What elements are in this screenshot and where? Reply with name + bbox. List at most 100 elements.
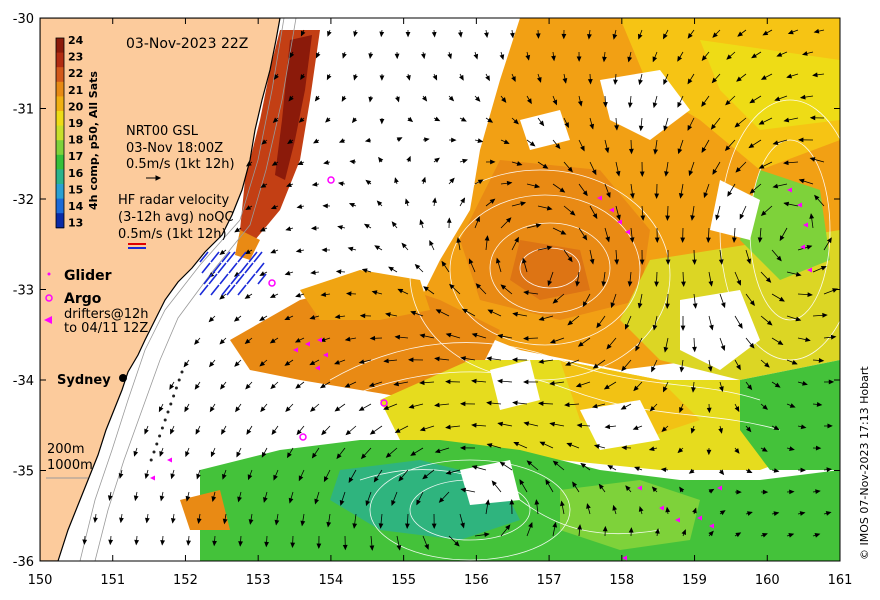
- velocity-arrowhead: [582, 190, 588, 197]
- hf-radar-vector: [226, 251, 236, 263]
- velocity-arrowhead: [503, 139, 510, 144]
- velocity-arrowhead: [259, 361, 266, 367]
- velocity-arrowhead: [321, 247, 327, 253]
- velocity-arrowhead: [395, 96, 400, 103]
- velocity-arrowhead: [523, 336, 529, 341]
- velocity-arrowhead: [326, 521, 332, 528]
- velocity-arrowhead: [352, 523, 358, 529]
- velocity-arrowhead: [735, 167, 741, 173]
- velocity-arrowhead: [549, 421, 556, 427]
- hf-radar-vector: [228, 262, 238, 274]
- velocity-arrowhead: [736, 279, 741, 286]
- velocity-arrowhead: [602, 56, 607, 63]
- velocity-arrowhead: [185, 495, 191, 502]
- velocity-arrowhead: [460, 116, 467, 122]
- colorbar-tick-label: 16: [68, 167, 84, 180]
- x-axis: 150 151 152 153 154 155 156 157 158 159 160 161: [28, 18, 852, 588]
- velocity-arrowhead: [692, 303, 698, 309]
- velocity-arrowhead: [828, 379, 835, 385]
- velocity-arrowhead: [779, 296, 785, 302]
- velocity-arrowhead: [119, 517, 124, 524]
- velocity-arrowhead: [807, 292, 813, 298]
- velocity-arrowhead: [651, 486, 658, 493]
- y-tick-label: -35: [13, 465, 34, 480]
- velocity-arrowhead: [244, 338, 251, 345]
- map-plot-area: [40, 18, 840, 561]
- velocity-arrowhead: [460, 197, 466, 204]
- hf-legend-scale: 0.5m/s (1kt 12h): [118, 227, 227, 242]
- velocity-arrowhead: [298, 117, 305, 123]
- velocity-arrowhead: [270, 383, 276, 390]
- velocity-arrowhead: [311, 452, 317, 459]
- velocity-arrowhead: [629, 237, 635, 243]
- drifter-point: [315, 365, 320, 371]
- velocity-arrowhead: [212, 540, 217, 547]
- velocity-arrowhead: [603, 384, 610, 390]
- velocity-arrowhead: [593, 444, 600, 449]
- ssh-contours: [329, 99, 840, 561]
- velocity-arrowhead: [220, 383, 226, 390]
- velocity-arrowhead: [359, 313, 366, 319]
- velocity-arrowhead: [505, 217, 512, 223]
- velocity-arrowhead: [369, 335, 376, 341]
- velocity-arrowhead: [786, 73, 793, 79]
- velocity-arrowhead: [776, 255, 782, 262]
- hf-radar-vector: [221, 284, 231, 296]
- velocity-arrowhead: [616, 214, 621, 221]
- velocity-arrowhead: [707, 366, 713, 372]
- velocity-arrowhead: [513, 441, 520, 447]
- velocity-arrowhead: [815, 489, 821, 495]
- velocity-arrowhead: [701, 55, 707, 61]
- velocity-arrowhead: [586, 503, 591, 509]
- velocity-arrowhead: [422, 95, 428, 102]
- velocity-arrowhead: [773, 425, 780, 431]
- velocity-arrowhead: [612, 504, 618, 511]
- velocity-arrowhead: [546, 245, 553, 251]
- velocity-arrowhead: [348, 202, 355, 208]
- hf-radar-vector: [255, 262, 265, 274]
- velocity-arrowhead: [662, 33, 668, 40]
- velocity-arrowhead: [731, 237, 737, 243]
- gsl-legend-line2: 03-Nov 18:00Z: [126, 141, 223, 156]
- velocity-arrowhead: [484, 235, 490, 241]
- velocity-arrowhead: [789, 403, 796, 408]
- velocity-arrowhead: [764, 362, 770, 368]
- hf-radar-vector: [230, 273, 240, 285]
- velocity-arrowhead: [396, 544, 402, 551]
- velocity-arrowhead: [592, 213, 598, 220]
- velocity-arrowhead: [591, 169, 597, 176]
- velocity-arrowhead: [789, 446, 795, 451]
- gsl-velocity-arrows: [82, 28, 838, 551]
- velocity-arrowhead: [799, 511, 806, 516]
- velocity-arrowhead: [711, 77, 718, 84]
- velocity-arrowhead: [445, 379, 451, 385]
- velocity-arrowhead: [680, 237, 686, 243]
- velocity-arrowhead: [238, 541, 243, 547]
- sst-colorbar: 24 23 22 21 20 19 18 17 16 15 14 13: [55, 34, 84, 230]
- drifter-legend-icon: [44, 316, 52, 324]
- velocity-arrowhead: [434, 448, 441, 454]
- velocity-arrowhead: [485, 499, 490, 505]
- velocity-arrowhead: [245, 383, 251, 390]
- velocity-arrowhead: [236, 451, 241, 458]
- velocity-arrowhead: [348, 477, 354, 484]
- velocity-arrowhead: [628, 148, 634, 155]
- hf-legend-line1: HF radar velocity: [118, 193, 230, 208]
- velocity-arrowhead: [577, 341, 584, 347]
- velocity-arrowhead: [692, 507, 697, 514]
- velocity-arrowhead: [627, 56, 633, 63]
- x-tick-label: 157: [537, 573, 562, 588]
- velocity-arrowhead: [341, 96, 347, 102]
- velocity-arrowhead: [567, 166, 573, 173]
- velocity-arrowhead: [724, 145, 731, 152]
- velocity-arrowhead: [677, 148, 683, 155]
- velocity-arrowhead: [687, 32, 693, 39]
- velocity-arrowhead: [805, 337, 811, 342]
- velocity-arrowhead: [248, 519, 254, 525]
- velocity-arrowhead: [625, 485, 631, 491]
- velocity-arrowhead: [379, 31, 385, 38]
- velocity-arrowhead: [627, 102, 633, 109]
- velocity-arrowhead: [369, 545, 375, 551]
- velocity-arrowhead: [219, 339, 225, 345]
- velocity-arrowhead: [459, 74, 464, 81]
